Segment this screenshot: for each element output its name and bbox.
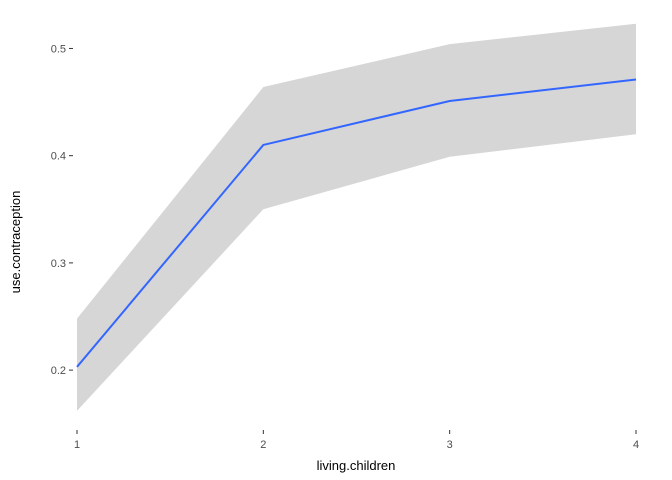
x-axis-title: living.children <box>317 458 396 473</box>
x-tick-label: 3 <box>447 439 453 451</box>
y-tick-label: 0.3 <box>51 258 66 270</box>
y-tick-label: 0.4 <box>51 151 66 163</box>
x-tick-label: 2 <box>260 439 266 451</box>
y-axis-title: use.contraception <box>8 191 23 294</box>
confidence-band <box>77 23 636 411</box>
series-line <box>76 78 637 368</box>
x-tick-label: 4 <box>633 439 639 451</box>
y-tick-label: 0.2 <box>51 365 66 377</box>
series-line-layer <box>76 78 637 368</box>
y-axis: 0.2 0.3 0.4 0.5 <box>51 43 73 377</box>
x-axis: 1 2 3 4 <box>74 430 639 451</box>
x-tick-label: 1 <box>74 439 80 451</box>
confidence-band-layer <box>77 23 636 411</box>
y-tick-label: 0.5 <box>51 43 66 55</box>
